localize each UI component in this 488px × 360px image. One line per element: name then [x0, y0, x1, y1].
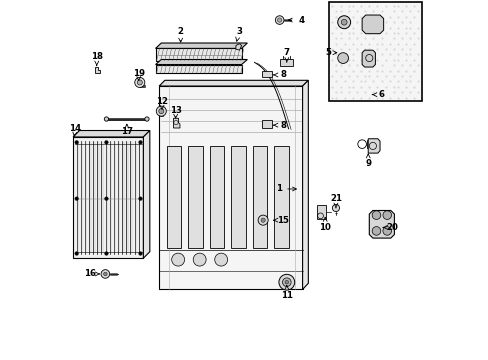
Polygon shape: [302, 80, 308, 289]
Text: 3: 3: [236, 27, 242, 36]
Text: 6: 6: [378, 90, 384, 99]
Polygon shape: [368, 211, 394, 238]
Bar: [188, 146, 202, 248]
Text: 1: 1: [275, 184, 281, 193]
Text: 19: 19: [132, 69, 144, 78]
Circle shape: [341, 19, 346, 25]
Circle shape: [103, 272, 107, 276]
Polygon shape: [155, 48, 241, 61]
Circle shape: [139, 140, 142, 144]
Circle shape: [214, 253, 227, 266]
Circle shape: [357, 90, 366, 98]
Text: 8: 8: [280, 71, 285, 80]
Circle shape: [135, 77, 144, 87]
Bar: [261, 121, 271, 129]
Text: 5: 5: [325, 48, 331, 57]
Circle shape: [156, 106, 166, 116]
Polygon shape: [143, 131, 149, 258]
Polygon shape: [159, 86, 302, 289]
Circle shape: [104, 140, 108, 144]
Circle shape: [261, 218, 265, 222]
Circle shape: [258, 215, 267, 225]
Bar: [274, 146, 288, 248]
Polygon shape: [73, 137, 143, 258]
Bar: [252, 146, 266, 248]
Text: 13: 13: [169, 105, 181, 114]
Text: 21: 21: [329, 194, 341, 203]
Polygon shape: [362, 50, 375, 67]
Text: 20: 20: [386, 223, 397, 232]
Circle shape: [371, 211, 380, 220]
Polygon shape: [155, 43, 247, 48]
Circle shape: [144, 117, 149, 121]
Polygon shape: [155, 64, 241, 73]
Polygon shape: [155, 59, 247, 64]
Polygon shape: [362, 15, 383, 34]
Circle shape: [382, 211, 391, 220]
Polygon shape: [235, 44, 241, 50]
Text: 17: 17: [121, 127, 133, 136]
Circle shape: [159, 109, 163, 114]
Circle shape: [285, 280, 288, 284]
Circle shape: [278, 274, 294, 290]
Text: 11: 11: [280, 291, 292, 300]
Circle shape: [101, 270, 109, 278]
Circle shape: [139, 197, 142, 201]
Circle shape: [75, 197, 78, 201]
Bar: [231, 146, 245, 248]
Circle shape: [104, 197, 108, 201]
Text: 15: 15: [277, 216, 288, 225]
Text: 16: 16: [83, 269, 95, 278]
Text: 9: 9: [365, 159, 370, 168]
Circle shape: [337, 16, 350, 29]
Text: 12: 12: [156, 97, 168, 106]
Circle shape: [275, 16, 284, 24]
Bar: [316, 205, 325, 219]
Circle shape: [332, 204, 339, 212]
Text: 4: 4: [298, 15, 304, 24]
Bar: [166, 146, 181, 248]
Circle shape: [104, 117, 108, 121]
Circle shape: [104, 252, 108, 255]
Bar: [279, 59, 293, 66]
Polygon shape: [367, 139, 379, 153]
Circle shape: [360, 92, 363, 96]
Polygon shape: [173, 118, 180, 128]
Text: 18: 18: [91, 52, 102, 61]
Bar: [328, 3, 421, 101]
Circle shape: [371, 226, 380, 235]
Circle shape: [75, 140, 78, 144]
Circle shape: [139, 252, 142, 255]
Bar: [209, 146, 224, 248]
Bar: [261, 71, 271, 77]
Text: 7: 7: [283, 48, 289, 57]
Polygon shape: [94, 67, 100, 73]
Circle shape: [282, 278, 290, 287]
Polygon shape: [159, 80, 308, 86]
Circle shape: [137, 80, 142, 85]
Polygon shape: [73, 131, 149, 137]
Text: 10: 10: [319, 223, 330, 232]
Text: 8: 8: [280, 121, 285, 130]
Circle shape: [277, 18, 281, 22]
Circle shape: [193, 253, 206, 266]
Circle shape: [171, 253, 184, 266]
Circle shape: [337, 53, 348, 63]
Text: 2: 2: [177, 27, 183, 36]
Bar: [366, 140, 374, 148]
Circle shape: [382, 226, 391, 235]
Text: 14: 14: [69, 123, 81, 132]
Circle shape: [75, 252, 78, 255]
